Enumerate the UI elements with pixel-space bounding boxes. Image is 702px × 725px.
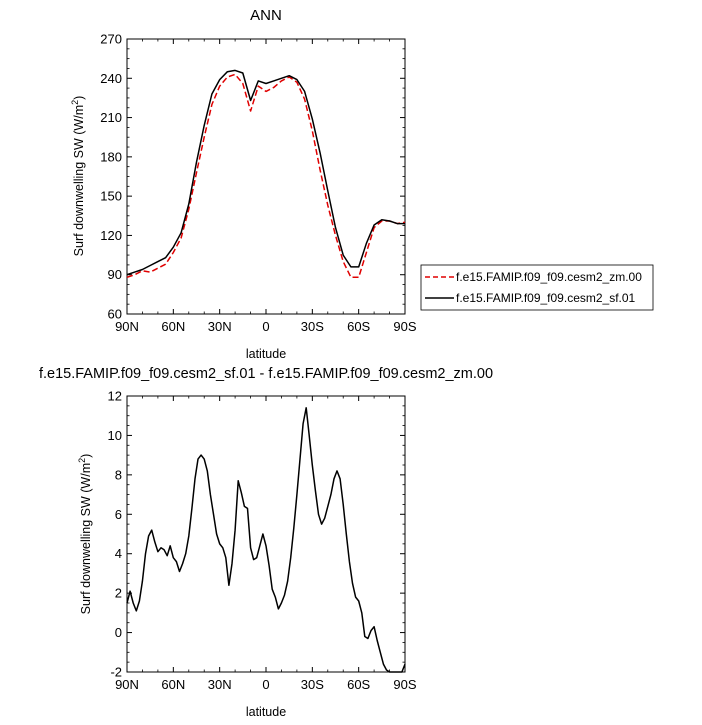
top-chart-title: ANN [250, 7, 282, 24]
bottom-y-tick-label: 2 [115, 586, 122, 601]
legend-label-sf: f.e15.FAMIP.f09_f09.cesm2_sf.01 [456, 291, 636, 305]
legend-frame [420, 264, 654, 311]
legend: f.e15.FAMIP.f09_f09.cesm2_zm.00 f.e15.FA… [420, 264, 654, 311]
top-x-tick-label: 30S [301, 319, 324, 334]
bottom-x-tick-label: 60N [161, 677, 185, 692]
bottom-y-axis-label: Surf downwelling SW (W/m2) [77, 454, 93, 615]
bottom-chart-title: f.e15.FAMIP.f09_f09.cesm2_sf.01 - f.e15.… [39, 366, 493, 382]
top-y-tick-label: 210 [100, 110, 122, 125]
top-y-tick-label: 120 [100, 228, 122, 243]
bottom-y-tick-label: 12 [108, 389, 122, 404]
bottom-y-axis-label-sup: 2 [77, 458, 87, 463]
top-series-line-0 [126, 73, 406, 279]
legend-label-zm: f.e15.FAMIP.f09_f09.cesm2_zm.00 [456, 270, 642, 284]
bottom-plot-area: -2 0 2 4 6 8 10 12 90N 60N 30N 0 30S 60S 90S [108, 389, 417, 693]
top-y-axis-label-main: Surf downwelling SW (W/m [72, 105, 86, 256]
bottom-y-tick-label: 10 [108, 428, 122, 443]
bottom-x-tick-label: 60S [347, 677, 370, 692]
bottom-y-tick-label: 6 [115, 507, 122, 522]
top-x-tick-label: 0 [262, 319, 269, 334]
top-y-tick-label: 180 [100, 149, 122, 164]
top-plot-area: 60 90 120 150 180 210 240 270 90N 60N 30N 0 30S 60S 90… [100, 32, 417, 335]
top-x-tick-label: 60N [161, 319, 185, 334]
top-x-tick-label: 90N [115, 319, 139, 334]
bottom-x-tick-label: 90N [115, 677, 139, 692]
top-x-axis-label: latitude [246, 347, 286, 361]
bottom-y-axis-label-main: Surf downwelling SW (W/m [79, 463, 93, 614]
bottom-y-tick-label: -2 [110, 665, 122, 680]
top-x-tick-label: 30N [208, 319, 232, 334]
top-y-axis-label-sup: 2 [70, 100, 80, 105]
bottom-x-tick-label: 0 [262, 677, 269, 692]
bottom-y-tick-label: 0 [115, 625, 122, 640]
bottom-x-tick-label: 30N [208, 677, 232, 692]
top-plot-frame [126, 38, 406, 315]
top-y-axis-label-close: ) [72, 96, 86, 100]
top-y-tick-label: 90 [108, 267, 122, 282]
bottom-x-tick-label: 30S [301, 677, 324, 692]
top-y-tick-label: 240 [100, 71, 122, 86]
top-y-axis-label: Surf downwelling SW (W/m2) [70, 96, 86, 257]
bottom-chart-panel: f.e15.FAMIP.f09_f09.cesm2_sf.01 - f.e15.… [39, 366, 493, 719]
bottom-y-axis-label-close: ) [79, 454, 93, 458]
top-y-tick-label: 60 [108, 307, 122, 322]
top-x-tick-label: 90S [393, 319, 416, 334]
bottom-y-tick-label: 4 [115, 546, 122, 561]
bottom-x-axis-label: latitude [246, 705, 286, 719]
top-y-tick-label: 270 [100, 32, 122, 47]
top-x-tick-label: 60S [347, 319, 370, 334]
top-series-line-1 [126, 69, 405, 276]
bottom-series-line-0 [126, 407, 406, 673]
top-y-tick-label: 150 [100, 189, 122, 204]
bottom-x-tick-label: 90S [393, 677, 416, 692]
bottom-y-tick-label: 8 [115, 467, 122, 482]
